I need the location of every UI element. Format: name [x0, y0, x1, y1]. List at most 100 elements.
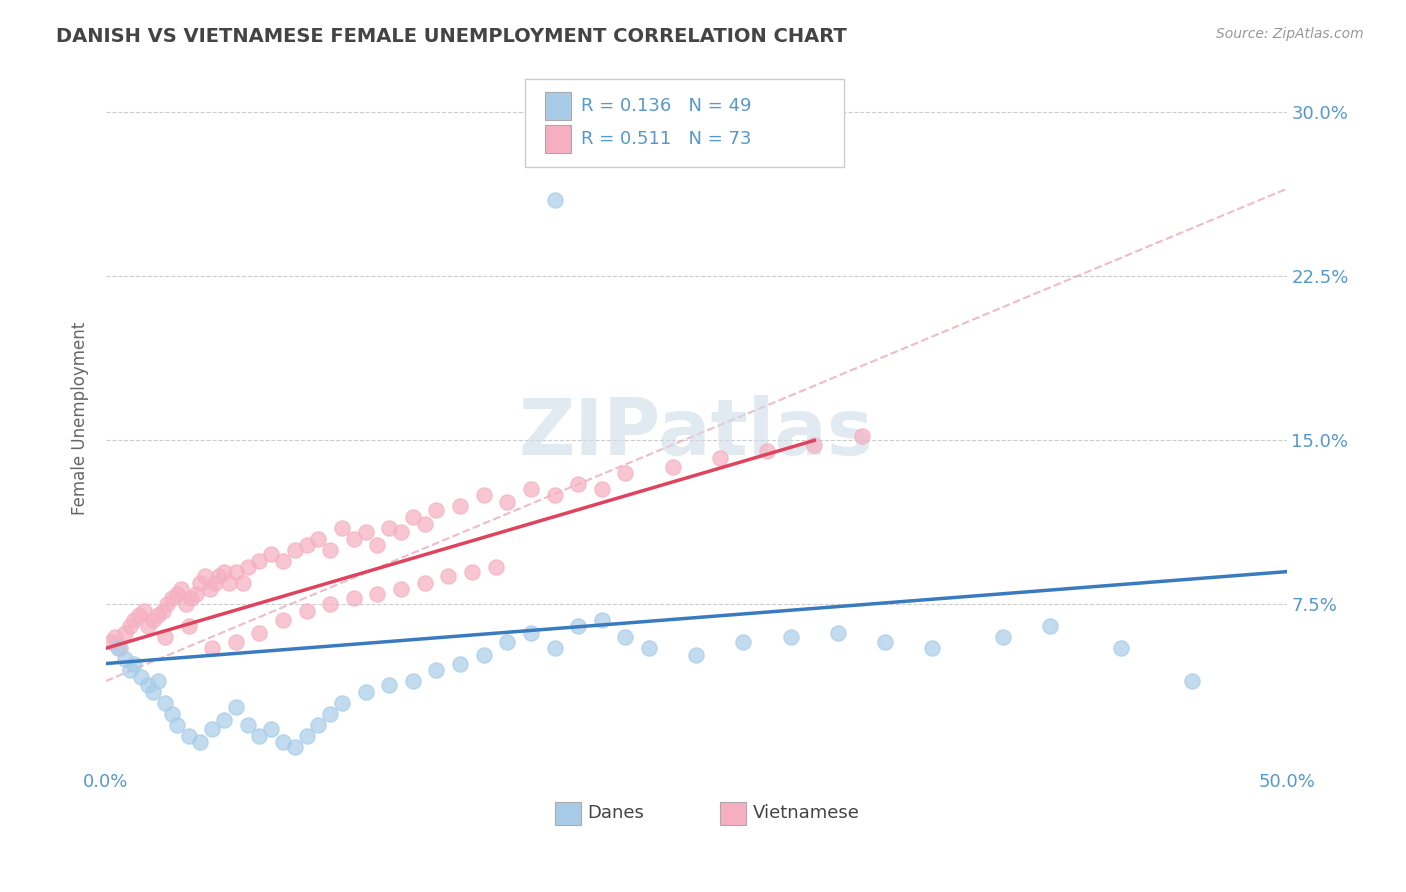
Point	[875, 634, 897, 648]
Point	[190, 735, 212, 749]
Point	[295, 604, 318, 618]
Point	[591, 613, 613, 627]
Point	[307, 532, 329, 546]
Point	[402, 510, 425, 524]
Point	[100, 634, 122, 648]
Point	[208, 569, 231, 583]
Point	[756, 444, 779, 458]
Text: DANISH VS VIETNAMESE FEMALE UNEMPLOYMENT CORRELATION CHART: DANISH VS VIETNAMESE FEMALE UNEMPLOYMENT…	[56, 27, 846, 45]
Point	[378, 678, 401, 692]
Point	[1039, 619, 1062, 633]
Point	[114, 652, 136, 666]
Point	[319, 598, 342, 612]
Point	[236, 718, 259, 732]
Point	[198, 582, 221, 596]
Bar	[554, 802, 581, 824]
Text: R = 0.136   N = 49: R = 0.136 N = 49	[581, 96, 751, 114]
Point	[122, 613, 145, 627]
Point	[138, 678, 160, 692]
Point	[709, 450, 731, 465]
Point	[212, 565, 235, 579]
Point	[366, 586, 388, 600]
Point	[153, 630, 176, 644]
Point	[104, 630, 127, 644]
Point	[166, 718, 188, 732]
Point	[330, 521, 353, 535]
Point	[402, 673, 425, 688]
Point	[319, 706, 342, 721]
Point	[449, 499, 471, 513]
Point	[496, 634, 519, 648]
Point	[449, 657, 471, 671]
Point	[413, 516, 436, 531]
Point	[295, 538, 318, 552]
Point	[131, 670, 153, 684]
Point	[138, 619, 160, 633]
Point	[236, 560, 259, 574]
Text: R = 0.511   N = 73: R = 0.511 N = 73	[581, 130, 751, 148]
Point	[225, 634, 247, 648]
Point	[247, 554, 270, 568]
Point	[591, 482, 613, 496]
Point	[152, 604, 174, 618]
Point	[177, 729, 200, 743]
Point	[107, 641, 129, 656]
Point	[128, 608, 150, 623]
Point	[184, 586, 207, 600]
Point	[153, 696, 176, 710]
Point	[330, 696, 353, 710]
Point	[543, 641, 565, 656]
Point	[389, 525, 412, 540]
Point	[232, 575, 254, 590]
Point	[851, 429, 873, 443]
Point	[472, 488, 495, 502]
Point	[354, 685, 377, 699]
Point	[160, 591, 183, 605]
Y-axis label: Female Unemployment: Female Unemployment	[72, 322, 89, 516]
Point	[921, 641, 943, 656]
Point	[156, 598, 179, 612]
Point	[1111, 641, 1133, 656]
Point	[212, 714, 235, 728]
Point	[201, 641, 224, 656]
Point	[190, 575, 212, 590]
Point	[437, 569, 460, 583]
Point	[496, 494, 519, 508]
Point	[461, 565, 484, 579]
Point	[114, 626, 136, 640]
Point	[366, 538, 388, 552]
Point	[472, 648, 495, 662]
Point	[733, 634, 755, 648]
Point	[319, 542, 342, 557]
Point	[271, 735, 294, 749]
Point	[993, 630, 1015, 644]
Point	[225, 700, 247, 714]
Point	[1181, 673, 1204, 688]
Point	[201, 722, 224, 736]
Point	[146, 673, 169, 688]
Point	[543, 488, 565, 502]
Point	[425, 503, 447, 517]
Point	[638, 641, 661, 656]
Point	[271, 613, 294, 627]
Point	[779, 630, 801, 644]
Point	[425, 663, 447, 677]
Point	[225, 565, 247, 579]
Bar	[720, 802, 745, 824]
Point	[413, 575, 436, 590]
Point	[174, 598, 197, 612]
Point	[543, 193, 565, 207]
Point	[354, 525, 377, 540]
Point	[295, 729, 318, 743]
Point	[567, 477, 589, 491]
Point	[307, 718, 329, 732]
Bar	[546, 125, 571, 153]
Point	[343, 532, 366, 546]
Point	[132, 604, 155, 618]
Point	[827, 626, 849, 640]
Point	[685, 648, 707, 662]
Point	[194, 569, 217, 583]
Point	[108, 641, 131, 656]
Point	[260, 722, 283, 736]
Point	[284, 739, 307, 754]
